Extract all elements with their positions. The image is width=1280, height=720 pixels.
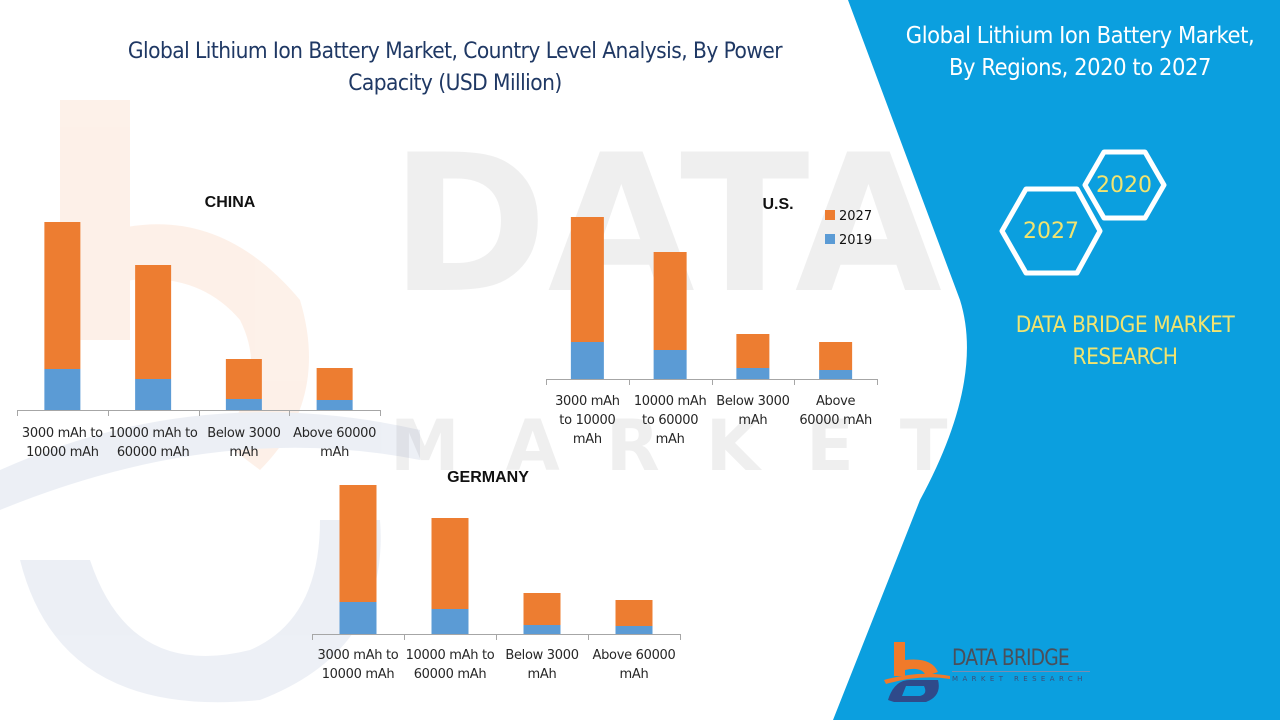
bar-2027 (339, 485, 377, 602)
bar-2019 (615, 626, 653, 634)
page-title: Global Lithium Ion Battery Market, Count… (127, 39, 783, 96)
side-panel-title: Global Lithium Ion Battery Market, By Re… (905, 23, 1255, 81)
brand-text: DATA BRIDGE MARKET RESEARCH (1015, 313, 1235, 370)
x-tick-label: 10000 mAh (26, 445, 99, 460)
x-tick-label: 60000 mAh (414, 667, 487, 682)
bar-2019 (225, 399, 262, 410)
x-tick-label: Above (816, 394, 856, 409)
hex-label-2027: 2027 (1023, 219, 1079, 244)
x-tick-label: 10000 mAh (634, 394, 707, 409)
x-tick-label: 10000 mAh to (109, 426, 198, 441)
bar-2019 (736, 368, 770, 379)
bar-2019 (653, 350, 687, 379)
x-tick-label: mAh (229, 445, 258, 460)
x-tick-label: Above 60000 (593, 648, 676, 663)
logo-name: DATA BRIDGE (952, 646, 1070, 671)
x-tick-label: 3000 mAh to (22, 426, 103, 441)
hexagon-2027 (999, 186, 1103, 276)
legend-label-2019: 2019 (839, 233, 872, 248)
x-tick-label: Below 3000 (505, 648, 578, 663)
x-tick-label: Below 3000 (207, 426, 280, 441)
x-tick-label: 3000 mAh (555, 394, 620, 409)
x-tick-label: 60000 mAh (117, 445, 190, 460)
x-tick-label: mAh (528, 667, 557, 682)
chart-title: GERMANY (447, 469, 529, 486)
legend-swatch-2019 (825, 234, 835, 244)
bar-2027 (736, 334, 770, 368)
x-tick-label: Below 3000 (716, 394, 789, 409)
bar-2027 (44, 222, 81, 369)
bar-2027 (135, 265, 172, 379)
bar-2027 (653, 252, 687, 350)
legend-swatch-2027 (825, 210, 835, 220)
logo-subtitle: MARKET RESEARCH (952, 675, 1087, 683)
bar-2027 (570, 217, 604, 342)
x-tick-label: 60000 mAh (799, 413, 872, 428)
legend-label-2027: 2027 (839, 209, 872, 224)
bar-2019 (44, 369, 81, 410)
data-bridge-logo-icon (884, 642, 950, 702)
x-tick-label: mAh (738, 413, 767, 428)
bar-2019 (316, 400, 353, 410)
bar-2027 (819, 342, 853, 370)
side-panel (833, 0, 1280, 720)
x-tick-label: to 10000 (559, 413, 615, 428)
hexagon-2020 (1082, 149, 1167, 221)
bar-2019 (431, 609, 469, 634)
bar-2019 (339, 602, 377, 634)
hex-label-2020: 2020 (1096, 173, 1152, 198)
x-tick-label: mAh (620, 667, 649, 682)
chart-title: U.S. (762, 196, 793, 213)
x-tick-label: mAh (573, 432, 602, 447)
x-tick-label: to 60000 (642, 413, 698, 428)
logo-divider (952, 671, 1090, 672)
bar-2027 (431, 518, 469, 609)
bar-2027 (225, 359, 262, 399)
bar-2027 (523, 593, 561, 625)
x-tick-label: mAh (656, 432, 685, 447)
x-tick-label: 3000 mAh to (318, 648, 399, 663)
x-tick-label: 10000 mAh (322, 667, 395, 682)
x-tick-label: 10000 mAh to (406, 648, 495, 663)
bar-2019 (819, 370, 853, 379)
chart-title: CHINA (205, 194, 256, 211)
x-tick-label: Above 60000 (293, 426, 376, 441)
bar-2019 (570, 342, 604, 379)
bar-2027 (316, 368, 353, 400)
bar-2027 (615, 600, 653, 626)
bar-2019 (135, 379, 172, 410)
bar-2019 (523, 625, 561, 634)
x-tick-label: mAh (320, 445, 349, 460)
